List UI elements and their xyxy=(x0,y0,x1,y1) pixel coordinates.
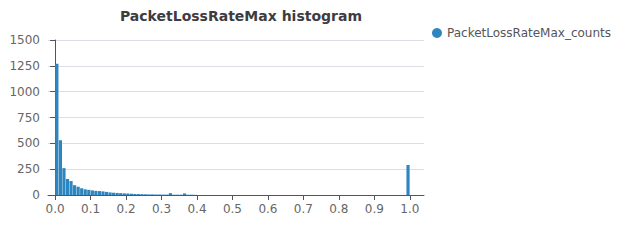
svg-text:1500: 1500 xyxy=(9,33,40,47)
svg-text:1250: 1250 xyxy=(9,59,40,73)
svg-text:0.0: 0.0 xyxy=(46,202,65,216)
svg-text:0.2: 0.2 xyxy=(116,202,135,216)
svg-text:PacketLossRateMax histogram: PacketLossRateMax histogram xyxy=(120,8,362,24)
svg-text:0.9: 0.9 xyxy=(365,202,384,216)
svg-text:0: 0 xyxy=(32,188,40,202)
svg-text:750: 750 xyxy=(17,111,40,125)
svg-text:0.3: 0.3 xyxy=(152,202,171,216)
svg-text:PacketLossRateMax_counts: PacketLossRateMax_counts xyxy=(447,26,611,40)
svg-text:0.8: 0.8 xyxy=(329,202,348,216)
svg-text:0.7: 0.7 xyxy=(294,202,313,216)
svg-text:0.6: 0.6 xyxy=(258,202,277,216)
svg-text:0.1: 0.1 xyxy=(81,202,100,216)
svg-text:1000: 1000 xyxy=(9,85,40,99)
svg-text:250: 250 xyxy=(17,162,40,176)
svg-text:0.5: 0.5 xyxy=(223,202,242,216)
svg-text:1.0: 1.0 xyxy=(400,202,419,216)
svg-text:0.4: 0.4 xyxy=(187,202,206,216)
svg-text:500: 500 xyxy=(17,136,40,150)
